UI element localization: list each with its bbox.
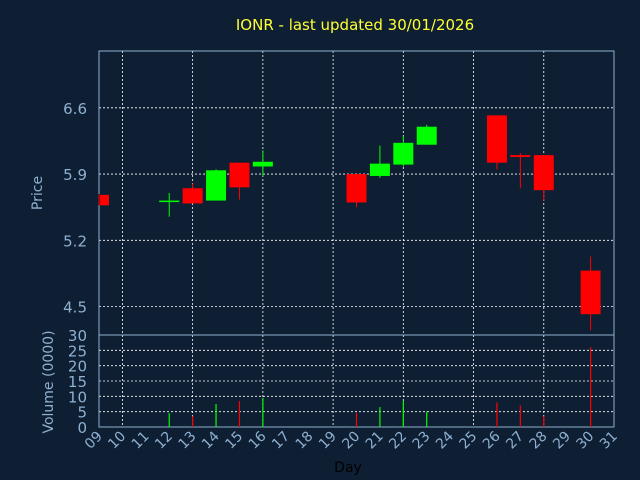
volume-tick-label: 15 bbox=[68, 373, 87, 391]
candle bbox=[369, 145, 390, 178]
price-tick-label: 5.9 bbox=[63, 166, 87, 184]
candle bbox=[510, 153, 531, 189]
candle-body bbox=[182, 188, 203, 204]
volume-tick-label: 10 bbox=[68, 388, 87, 406]
chart-title: IONR - last updated 30/01/2026 bbox=[236, 16, 474, 34]
price-gridlines bbox=[99, 51, 614, 335]
volume-tick-label: 25 bbox=[68, 342, 87, 360]
candle bbox=[229, 162, 250, 200]
day-axis-ticks: 09 10 11 12 13 14 15 16 17 18 19 20 21 22 23 24 25 26 27 28… bbox=[82, 428, 621, 452]
price-tick-label: 4.5 bbox=[63, 299, 87, 317]
candle-body bbox=[486, 115, 507, 163]
candle bbox=[252, 150, 273, 176]
price-tick-label: 6.6 bbox=[63, 100, 87, 118]
candle-body bbox=[229, 162, 250, 188]
candle bbox=[346, 174, 367, 208]
candle bbox=[416, 124, 437, 145]
volume-tick-label: 30 bbox=[68, 327, 87, 345]
candle-body bbox=[100, 194, 109, 206]
volume-bars-layer bbox=[168, 347, 592, 427]
candle bbox=[206, 169, 227, 201]
candle-body bbox=[416, 126, 437, 145]
price-tick-label: 5.2 bbox=[63, 232, 87, 250]
candle-body bbox=[159, 200, 180, 203]
candle bbox=[580, 256, 601, 331]
candle-body bbox=[510, 155, 531, 158]
candle-body bbox=[533, 155, 554, 191]
price-axis-label: Price bbox=[30, 176, 46, 210]
day-axis-label: Day bbox=[334, 460, 362, 476]
volume-gridlines bbox=[99, 335, 614, 427]
candle-body bbox=[252, 161, 273, 167]
volume-tick-label: 5 bbox=[77, 404, 87, 422]
candle bbox=[98, 193, 109, 206]
price-axis-ticks: 6.6 5.9 5.2 4.5 bbox=[63, 100, 87, 317]
candle bbox=[182, 183, 203, 204]
candle-body bbox=[580, 270, 601, 315]
candle-body bbox=[206, 170, 227, 201]
candles-layer bbox=[98, 115, 601, 331]
candle bbox=[486, 115, 507, 170]
candle bbox=[533, 155, 554, 201]
candle bbox=[159, 193, 180, 217]
volume-tick-label: 0 bbox=[77, 419, 87, 437]
candle-body bbox=[393, 142, 414, 165]
candle bbox=[393, 136, 414, 167]
candle-body bbox=[369, 163, 390, 176]
volume-tick-label: 20 bbox=[68, 358, 87, 376]
candle-body bbox=[346, 174, 367, 203]
volume-axis-label: Volume (0000) bbox=[41, 330, 57, 433]
